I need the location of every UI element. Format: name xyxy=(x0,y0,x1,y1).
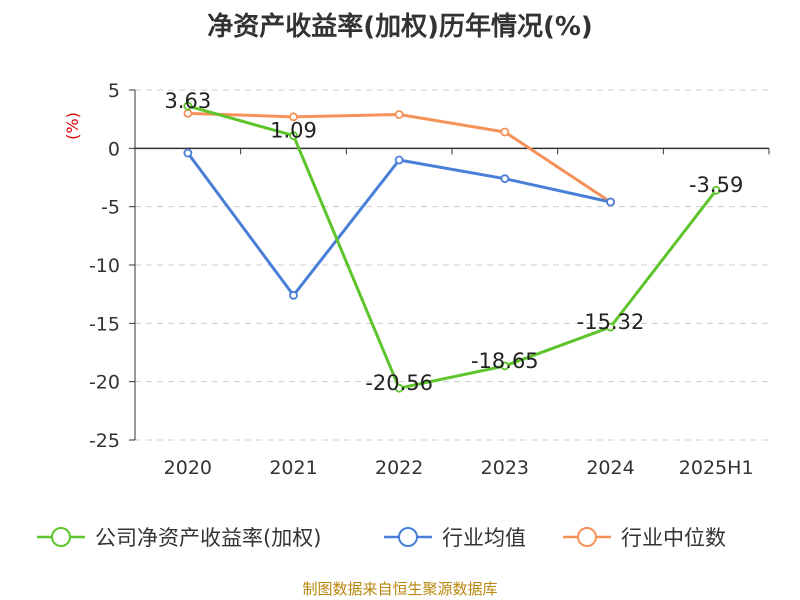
legend-label: 行业均值 xyxy=(442,526,526,550)
footer-source: 制图数据来自恒生聚源数据库 xyxy=(302,580,498,598)
y-tick-label: 5 xyxy=(108,80,120,102)
legend-item[interactable]: 公司净资产收益率(加权) xyxy=(37,526,321,550)
data-point xyxy=(500,174,510,184)
data-label: -3.59 xyxy=(689,173,743,197)
x-tick-label: 2022 xyxy=(375,457,423,479)
data-point xyxy=(289,290,298,300)
data-point xyxy=(394,155,404,165)
series-layer xyxy=(183,101,721,393)
data-point xyxy=(289,131,298,141)
data-point xyxy=(183,101,193,111)
y-tick-label: -5 xyxy=(101,197,120,219)
data-point xyxy=(289,112,298,122)
data-label: -15.32 xyxy=(577,310,645,334)
data-point xyxy=(606,197,615,207)
label-layer: 3.63 1.09 -20.56 -18.65 -15.32 -3.59 xyxy=(164,89,743,395)
x-tick-label: 2020 xyxy=(164,457,212,479)
data-point xyxy=(394,383,404,393)
x-tick-label: 2025H1 xyxy=(679,457,754,479)
legend-item[interactable]: 行业中位数 xyxy=(563,526,726,550)
legend-label: 行业中位数 xyxy=(621,526,726,550)
y-tick-label: -25 xyxy=(89,430,120,452)
x-tick-label: 2024 xyxy=(586,457,634,479)
chart-title: 净资产收益率(加权)历年情况(%) xyxy=(207,12,593,42)
y-tick-label: -20 xyxy=(89,372,120,394)
data-point xyxy=(500,361,510,371)
y-tick-label: -15 xyxy=(89,313,120,335)
y-tick-label: 0 xyxy=(108,138,120,160)
data-label: -20.56 xyxy=(365,371,433,395)
data-point xyxy=(183,148,193,158)
x-tick-label: 2021 xyxy=(269,457,317,479)
legend[interactable]: 公司净资产收益率(加权) 行业均值 行业中位数 xyxy=(37,526,726,550)
legend-item[interactable]: 行业均值 xyxy=(384,526,526,550)
series-line xyxy=(187,104,718,390)
legend-marker-icon xyxy=(398,527,418,547)
grid-layer xyxy=(135,89,769,441)
legend-label: 公司净资产收益率(加权) xyxy=(95,526,321,550)
y-unit-label: (%) xyxy=(63,112,82,140)
data-label: -18.65 xyxy=(471,349,539,373)
y-tick-label: -10 xyxy=(89,255,120,277)
axis-layer: 5 0 -5 -10 -15 -20 -25 2020 2021 2022 2023 2024 2025… xyxy=(63,80,770,479)
data-point xyxy=(500,127,510,137)
data-label: 3.63 xyxy=(164,89,211,113)
x-tick-label: 2023 xyxy=(481,457,529,479)
series-line xyxy=(186,152,611,297)
data-point xyxy=(606,322,615,332)
data-point xyxy=(711,185,721,195)
data-label: 1.09 xyxy=(270,119,317,143)
data-point xyxy=(394,110,404,119)
legend-marker-icon xyxy=(577,527,597,547)
legend-marker-icon xyxy=(51,527,71,547)
